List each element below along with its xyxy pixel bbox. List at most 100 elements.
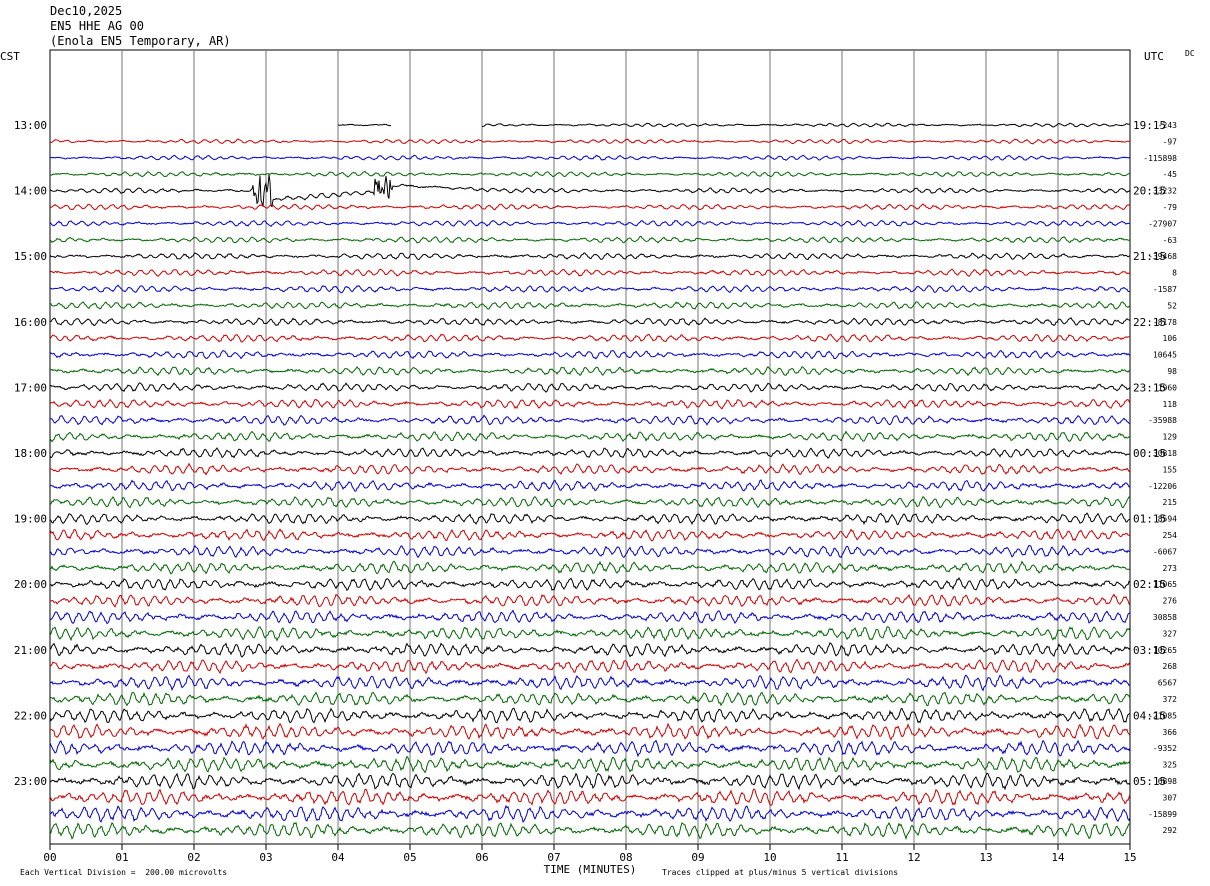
utc-hour-label: 02:15 <box>1133 578 1166 591</box>
seismic-trace <box>49 174 1131 208</box>
seismic-trace <box>49 560 1131 575</box>
dc-offset-value: -27907 <box>1148 219 1177 228</box>
utc-hour-label: 03:15 <box>1133 644 1166 657</box>
cst-hour-label: 15:00 <box>14 250 47 263</box>
cst-hour-label: 21:00 <box>14 644 47 657</box>
seismic-trace <box>49 447 1130 459</box>
seismic-trace <box>50 317 1131 327</box>
dc-offset-value: 10265 <box>1153 646 1177 655</box>
dc-offset-value: 10645 <box>1153 351 1177 360</box>
cst-hour-label: 23:00 <box>14 775 47 788</box>
seismic-trace <box>49 528 1131 542</box>
dc-offset-value: 118 <box>1163 400 1178 409</box>
dc-offset-value: -97 <box>1163 137 1178 146</box>
dc-offset-value: 33232 <box>1153 187 1177 196</box>
seismic-trace <box>49 252 1131 261</box>
cst-hour-label: 14:00 <box>14 185 47 198</box>
seismic-trace <box>49 691 1131 707</box>
seismic-trace <box>49 674 1131 692</box>
cst-hour-label: 19:00 <box>14 513 47 526</box>
x-tick-label: 12 <box>907 851 920 864</box>
seismic-trace <box>49 804 1131 823</box>
x-tick-label: 10 <box>763 851 776 864</box>
dc-offset-value: 268 <box>1163 662 1178 671</box>
seismic-trace <box>49 268 1131 277</box>
dc-offset-value: 11065 <box>1153 580 1177 589</box>
seismic-trace <box>49 495 1131 509</box>
x-tick-label: 03 <box>259 851 272 864</box>
dc-offset-value: -63 <box>1163 236 1178 245</box>
seismic-trace <box>49 366 1131 377</box>
seismic-trace <box>337 122 1131 128</box>
seismic-trace <box>49 170 1131 178</box>
dc-offset-value: 30818 <box>1153 449 1177 458</box>
dc-offset-value: 6567 <box>1158 679 1177 688</box>
utc-hour-label: 00:15 <box>1133 447 1166 460</box>
seismic-trace <box>49 398 1131 410</box>
station-location: (Enola EN5 Temporary, AR) <box>50 34 231 48</box>
station-code: EN5 HHE AG 00 <box>50 19 144 33</box>
x-tick-label: 01 <box>115 851 128 864</box>
dc-offset-value: -35988 <box>1148 416 1177 425</box>
dc-offset-value: 325 <box>1163 761 1178 770</box>
dc-offset-value: 30858 <box>1153 613 1177 622</box>
seismic-trace <box>49 284 1131 294</box>
seismic-trace <box>49 479 1131 492</box>
seismic-trace <box>49 576 1131 592</box>
dc-offset-value: 98 <box>1167 367 1177 376</box>
cst-hour-label: 18:00 <box>14 447 47 460</box>
dc-offset-value: -9352 <box>1153 744 1177 753</box>
dc-offset-value: 254 <box>1163 531 1178 540</box>
vertical-division-note: Each Vertical Division = 200.00 microvol… <box>20 868 228 877</box>
seismic-trace <box>49 739 1131 758</box>
dc-offset-value: 8 <box>1172 269 1177 278</box>
dc-offset-value: 327 <box>1163 629 1178 638</box>
cst-hour-label: 13:00 <box>14 119 47 132</box>
dc-offset-value: 307 <box>1163 793 1178 802</box>
x-tick-label: 05 <box>403 851 416 864</box>
x-tick-label: 11 <box>835 851 848 864</box>
x-tick-label: 09 <box>691 851 704 864</box>
cst-hour-label: 20:00 <box>14 578 47 591</box>
seismic-trace <box>49 512 1131 526</box>
dc-offset-value: -243 <box>1158 121 1177 130</box>
seismic-trace <box>49 788 1131 807</box>
seismic-trace <box>49 138 1131 145</box>
plot-date: Dec10,2025 <box>50 4 123 18</box>
seismic-trace <box>49 544 1131 559</box>
dc-offset-value: -39468 <box>1148 252 1177 261</box>
seismic-trace <box>49 333 1131 343</box>
utc-hour-label: 04:15 <box>1133 709 1166 722</box>
cst-hour-label: 22:00 <box>14 709 47 722</box>
seismic-trace <box>50 722 1131 741</box>
seismic-trace <box>49 430 1131 443</box>
dc-offset-value: -15899 <box>1148 810 1177 819</box>
clipping-note: Traces clipped at plus/minus 5 vertical … <box>662 868 899 877</box>
dc-offset-value: 292 <box>1163 826 1178 835</box>
seismic-trace <box>49 300 1131 310</box>
dc-offset-value: 273 <box>1163 564 1178 573</box>
seismic-trace <box>49 658 1131 675</box>
seismic-trace <box>49 755 1131 774</box>
dc-offset-value: -45 <box>1163 170 1178 179</box>
dc-offset-value: -115898 <box>1143 154 1177 163</box>
dc-offset-value: -8178 <box>1153 318 1177 327</box>
dc-offset-value: 8594 <box>1158 515 1177 524</box>
x-tick-label: 04 <box>331 851 345 864</box>
seismic-trace <box>49 626 1131 642</box>
x-tick-label: 06 <box>475 851 488 864</box>
dc-offset-value: -6067 <box>1153 547 1177 556</box>
dc-offset-value: 52 <box>1167 301 1177 310</box>
dc-offset-value: -1587 <box>1153 285 1177 294</box>
dc-offset-value: 372 <box>1163 695 1178 704</box>
seismic-trace <box>49 349 1131 360</box>
utc-hour-label: 21:15 <box>1133 250 1166 263</box>
seismic-trace <box>49 462 1131 476</box>
utc-hour-label: 20:15 <box>1133 185 1166 198</box>
right-timezone-label: UTC <box>1144 50 1164 63</box>
dc-offset-value: -79 <box>1163 203 1178 212</box>
x-tick-label: 00 <box>43 851 56 864</box>
seismic-trace <box>49 642 1131 658</box>
cst-hour-label: 16:00 <box>14 316 47 329</box>
